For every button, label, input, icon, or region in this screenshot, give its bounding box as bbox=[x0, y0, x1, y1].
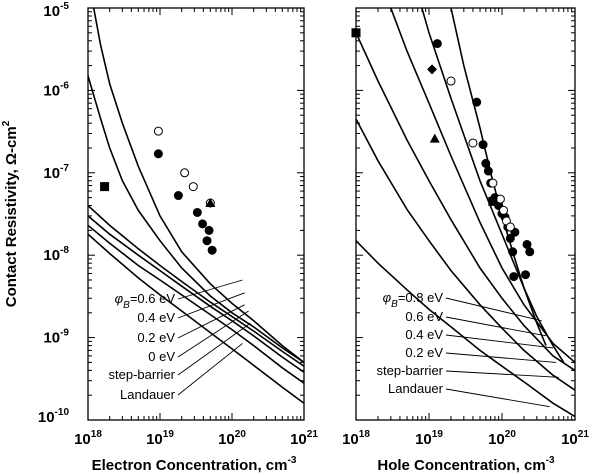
x-tick-label: 1018 bbox=[342, 429, 370, 448]
circle-open-point bbox=[500, 206, 508, 214]
series-line-4 bbox=[356, 33, 575, 371]
right-tick-labels: 1018 1019 1020 1021 bbox=[342, 429, 589, 448]
electron-panel: 1018 1019 1020 1021 10-10 10-9 10-8 10-7 10-6 10-… bbox=[38, 1, 318, 474]
label-leader-4 bbox=[446, 353, 556, 362]
diamond-point bbox=[427, 64, 437, 74]
series-line-5 bbox=[356, 119, 575, 390]
series-label-3: 0.4 eV bbox=[405, 327, 443, 342]
circle-open-point bbox=[447, 77, 455, 85]
y-tick-label: 10-10 bbox=[38, 407, 70, 426]
label-leader-5 bbox=[446, 371, 559, 377]
left-curves bbox=[88, 8, 304, 403]
series-label-2: 0.6 eV bbox=[405, 309, 443, 324]
series-label-1: φB=0.6 eV bbox=[115, 291, 176, 311]
series-label-6: Landauer bbox=[120, 387, 176, 402]
right-curve-labels: φB=0.8 eV0.6 eV 0.4 eV 0.2 eV step-barrier L… bbox=[377, 290, 444, 396]
label-leader-3 bbox=[446, 335, 553, 348]
circle-filled-point bbox=[193, 208, 201, 216]
series-label-6: Landauer bbox=[388, 381, 444, 396]
x-tick-label: 1018 bbox=[74, 429, 102, 448]
series-label-3: 0.2 eV bbox=[137, 330, 175, 345]
circle-open-point bbox=[154, 127, 162, 135]
x-tick-label: 1021 bbox=[290, 429, 318, 448]
circle-filled-point bbox=[473, 98, 481, 106]
right-x-axis-title: Hole Concentration, cm-3 bbox=[377, 455, 555, 474]
circle-filled-point bbox=[433, 40, 441, 48]
right-data-points bbox=[352, 28, 534, 280]
y-tick-label: 10-5 bbox=[43, 1, 69, 20]
y-tick-label: 10-6 bbox=[43, 80, 69, 99]
circle-filled-point bbox=[510, 273, 518, 281]
y-tick-label: 10-9 bbox=[43, 328, 69, 347]
circle-filled-point bbox=[482, 159, 490, 167]
left-x-axis-title: Electron Concentration, cm-3 bbox=[92, 455, 297, 474]
circle-open-point bbox=[506, 223, 514, 231]
label-leader-2 bbox=[446, 317, 546, 336]
left-tick-labels: 1018 1019 1020 1021 10-10 10-9 10-8 10-7 10-6 10-… bbox=[38, 1, 318, 448]
right-label-leaders bbox=[446, 298, 559, 407]
right-curves bbox=[356, 8, 575, 417]
circle-open-point bbox=[181, 169, 189, 177]
x-tick-label: 1019 bbox=[146, 429, 174, 448]
circle-filled-point bbox=[205, 226, 213, 234]
x-tick-label: 1019 bbox=[415, 429, 443, 448]
x-tick-label: 1021 bbox=[561, 429, 589, 448]
circle-filled-point bbox=[523, 240, 531, 248]
circle-open-point bbox=[189, 183, 197, 191]
y-tick-label: 10-7 bbox=[43, 163, 69, 182]
circle-filled-point bbox=[522, 271, 530, 279]
circle-filled-point bbox=[199, 220, 207, 228]
x-tick-label: 1020 bbox=[488, 429, 516, 448]
series-label-1: φB=0.8 eV bbox=[383, 290, 444, 310]
series-label-5: step-barrier bbox=[377, 363, 444, 378]
circle-filled-point bbox=[208, 246, 216, 254]
series-label-4: 0.2 eV bbox=[405, 345, 443, 360]
series-label-2: 0.4 eV bbox=[137, 310, 175, 325]
label-leader-6 bbox=[446, 389, 550, 407]
circle-filled-point bbox=[174, 192, 182, 200]
circle-open-point bbox=[489, 179, 497, 187]
y-tick-label: 10-8 bbox=[43, 245, 69, 264]
left-label-leaders bbox=[178, 280, 250, 395]
hole-panel: 1018 1019 1020 1021 φB=0.8 eV0.6 eV 0.4 eV 0.… bbox=[342, 8, 589, 474]
x-tick-label: 1020 bbox=[218, 429, 246, 448]
series-line-1 bbox=[451, 8, 546, 346]
circle-filled-point bbox=[526, 248, 534, 256]
circle-filled-point bbox=[484, 167, 492, 175]
left-curve-labels: φB=0.6 eV0.4 eV 0.2 eV 0 eV step-barrier Lan… bbox=[109, 291, 176, 402]
series-line-3 bbox=[88, 206, 304, 367]
left-data-points bbox=[100, 127, 216, 254]
square-point bbox=[488, 197, 497, 206]
circle-filled-point bbox=[479, 141, 487, 149]
circle-open-point bbox=[469, 139, 477, 147]
series-label-4: 0 eV bbox=[148, 349, 175, 364]
circle-filled-point bbox=[203, 237, 211, 245]
circle-open-point bbox=[496, 195, 504, 203]
series-label-5: step-barrier bbox=[109, 367, 176, 382]
circle-filled-point bbox=[154, 150, 162, 158]
circle-filled-point bbox=[509, 248, 517, 256]
y-axis-title: Contact Resistivity, Ω-cm2 bbox=[1, 120, 20, 307]
triangle-point bbox=[430, 134, 440, 143]
label-leader-5 bbox=[178, 323, 250, 375]
square-point bbox=[100, 182, 109, 191]
